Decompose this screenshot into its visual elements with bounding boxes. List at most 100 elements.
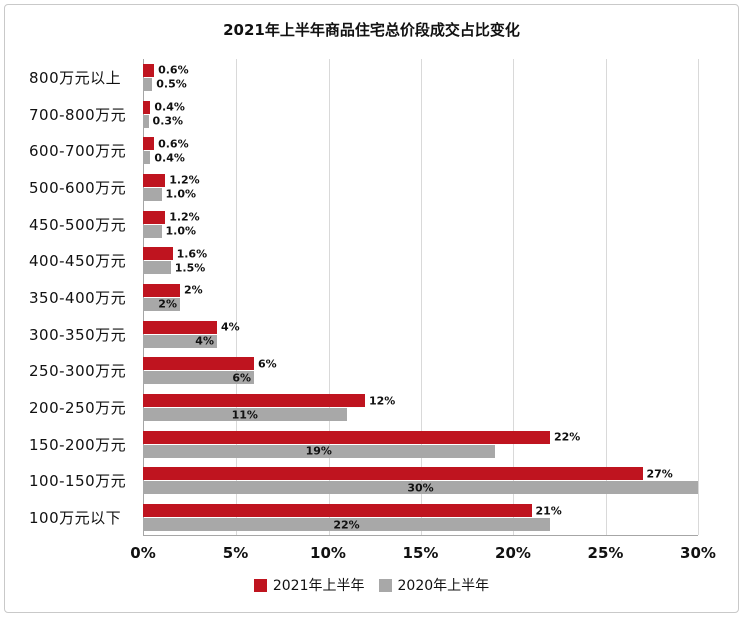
bar-line: 11% [143,408,698,422]
bar-line: 0.3% [143,114,698,128]
category-label: 350-400万元 [29,288,127,307]
bar-line: 21% [143,504,698,518]
legend-item: 2020年上半年 [378,575,489,595]
x-tick-label: 25% [587,544,624,562]
bar-value-label: 12% [369,394,396,408]
bar-h1-2020 [143,261,171,275]
bar-line: 2% [143,297,698,311]
bar-value-label: 1.5% [174,261,206,275]
gridline [328,59,330,535]
bar-h1-2021 [143,137,155,151]
bar-h1-2021 [143,357,254,371]
bar-pair: 1.2% 1.0% [143,210,698,238]
bar-value-label: 0.4% [154,100,185,114]
category-row: 450-500万元 1.2% 1.0% [21,206,698,243]
gridline [698,59,699,535]
bar-h1-2021 [143,210,166,224]
category-row: 800万元以上 0.6% 0.5% [21,59,698,96]
category-row: 400-450万元 1.6% 1.5% [21,242,698,279]
bar-pair: 0.6% 0.5% [143,63,698,91]
category-row: 600-700万元 0.6% 0.4% [21,132,698,169]
bar-h1-2021 [143,173,166,187]
bar-value-label: 1.2% [169,173,200,187]
category-label: 200-250万元 [29,399,127,418]
bar-line: 1.5% [143,261,698,275]
bar-value-label: 0.6% [158,63,189,77]
bar-pair: 1.6% 1.5% [143,247,698,275]
bar-line: 1.2% [143,173,698,187]
category-row: 200-250万元 12% 11% [21,389,698,426]
bar-value-label: 2% [183,283,203,297]
bar-value-label: 2% [158,297,177,311]
category-row: 100-150万元 27% 30% [21,463,698,500]
bar-h1-2020 [143,114,149,128]
gridline [421,59,422,535]
bar-h1-2021 [143,320,217,334]
bar-h1-2020 [143,151,151,165]
category-label: 150-200万元 [29,435,127,454]
bar-value-label: 6% [258,357,277,371]
category-row: 100万元以下 21% 22% [21,499,698,536]
bar-line: 1.0% [143,224,698,238]
bar-value-label: 4% [195,334,214,348]
bar-value-label: 0.4% [154,151,185,165]
bar-pair: 2% 2% [143,283,698,311]
bar-line: 6% [143,357,698,371]
bar-line: 1.2% [143,210,698,224]
bar-chart: 800万元以上 0.6% 0.5% 700-800万元 0.4% 0.3% 600-700万… [21,53,722,598]
category-label: 700-800万元 [29,105,127,124]
bar-h1-2020 [143,224,162,238]
bar-h1-2020 [143,297,180,311]
bar-line: 19% [143,444,698,458]
category-row: 300-350万元 4% 4% [21,316,698,353]
category-label: 100万元以下 [29,509,122,528]
bar-value-label: 6% [232,371,251,385]
category-label: 400-450万元 [29,252,127,271]
x-tick-label: 5% [222,544,249,562]
bar-line: 12% [143,394,698,408]
gridline [236,59,238,535]
bar-pair: 21% 22% [143,504,698,532]
bar-h1-2021 [143,63,155,77]
bar-line: 0.4% [143,151,698,165]
bar-h1-2021 [143,394,365,408]
bar-pair: 22% 19% [143,430,698,458]
x-tick-label: 30% [680,544,716,562]
legend-swatch [253,578,267,592]
bar-value-label: 22% [333,518,360,532]
bar-h1-2021 [143,283,180,297]
chart-title: 2021年上半年商品住宅总价段成交占比变化 [223,21,520,39]
bar-line: 4% [143,320,698,334]
bar-pair: 4% 4% [143,320,698,348]
category-label: 100-150万元 [29,472,127,491]
x-tick-label: 0% [130,544,156,562]
category-row: 500-600万元 1.2% 1.0% [21,169,698,206]
bar-value-label: 0.3% [152,114,184,128]
x-tick-label: 20% [495,544,531,562]
gridline [513,59,515,535]
bar-value-label: 4% [220,320,240,334]
bar-value-label: 30% [407,481,434,495]
bar-h1-2020 [143,334,217,348]
bar-line: 0.6% [143,137,698,151]
bar-h1-2020 [143,444,495,458]
bar-line: 27% [143,467,698,481]
bar-pair: 6% 6% [143,357,698,385]
category-row: 250-300万元 6% 6% [21,353,698,390]
bar-value-label: 1.0% [165,224,196,238]
category-label: 450-500万元 [29,215,127,234]
legend-item: 2021年上半年 [253,575,365,595]
bar-line: 4% [143,334,698,348]
bar-value-label: 1.0% [165,187,196,201]
bar-value-label: 1.6% [176,247,208,261]
bar-h1-2021 [143,467,643,481]
bar-h1-2020 [143,371,254,385]
bar-line: 1.6% [143,247,698,261]
bar-h1-2020 [143,408,347,422]
gridline [605,59,607,535]
bar-value-label: 0.5% [156,77,187,91]
bar-line: 0.4% [143,100,698,114]
bar-pair: 1.2% 1.0% [143,173,698,201]
bar-line: 22% [143,430,698,444]
bar-value-label: 0.6% [158,137,189,151]
